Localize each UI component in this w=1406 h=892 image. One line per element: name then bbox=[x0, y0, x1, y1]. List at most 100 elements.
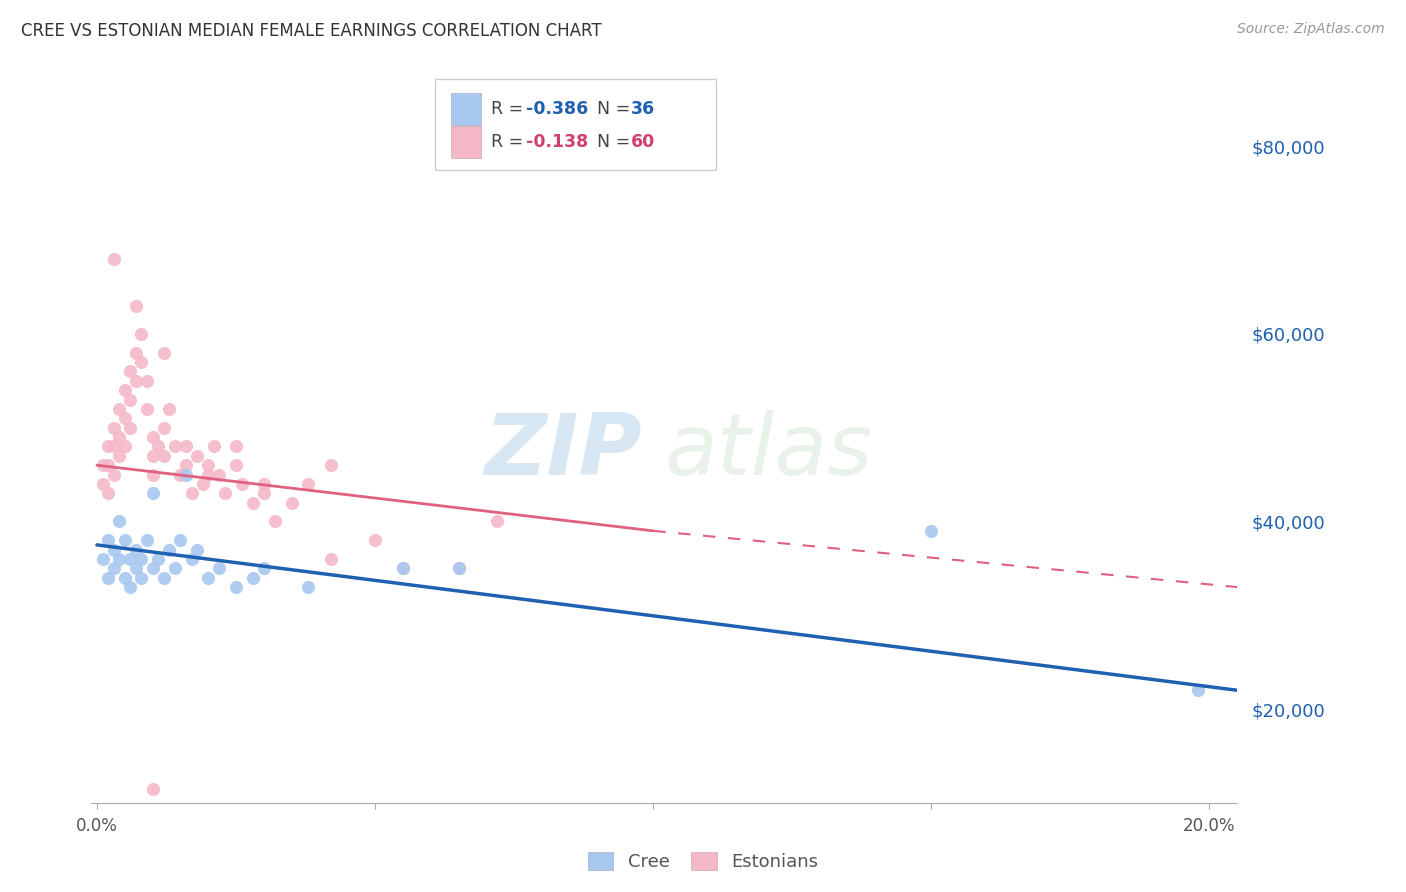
Point bbox=[297, 477, 319, 491]
Point bbox=[214, 486, 236, 500]
Point bbox=[120, 392, 142, 407]
Point bbox=[253, 486, 276, 500]
Point bbox=[91, 552, 114, 566]
Point bbox=[392, 561, 415, 575]
Point bbox=[142, 430, 165, 444]
Point bbox=[174, 458, 197, 473]
Point bbox=[108, 552, 131, 566]
Point bbox=[225, 580, 247, 594]
Point bbox=[103, 561, 125, 575]
Point bbox=[108, 401, 131, 416]
Point bbox=[97, 571, 120, 585]
Point bbox=[208, 467, 231, 482]
Point bbox=[319, 458, 342, 473]
Point bbox=[114, 383, 136, 397]
Point bbox=[253, 561, 276, 575]
Point bbox=[242, 571, 264, 585]
Point bbox=[131, 571, 153, 585]
Point bbox=[152, 449, 174, 463]
Point bbox=[191, 477, 214, 491]
Point bbox=[131, 326, 153, 341]
Point bbox=[197, 458, 219, 473]
Point bbox=[163, 440, 186, 454]
Point bbox=[186, 449, 208, 463]
Point bbox=[169, 533, 191, 548]
Text: N =: N = bbox=[586, 133, 636, 152]
Text: -0.386: -0.386 bbox=[526, 100, 588, 118]
Point bbox=[136, 401, 159, 416]
Point bbox=[142, 449, 165, 463]
Point bbox=[1187, 683, 1209, 698]
Text: R =: R = bbox=[491, 100, 529, 118]
Point bbox=[142, 561, 165, 575]
Point bbox=[186, 542, 208, 557]
Point bbox=[447, 561, 470, 575]
Point bbox=[131, 355, 153, 369]
Point bbox=[108, 449, 131, 463]
Point bbox=[486, 515, 509, 529]
Point bbox=[142, 781, 165, 796]
Point bbox=[197, 571, 219, 585]
Point bbox=[131, 552, 153, 566]
Point bbox=[125, 542, 148, 557]
Point bbox=[146, 552, 169, 566]
Point bbox=[242, 496, 264, 510]
Point bbox=[120, 364, 142, 378]
Point bbox=[392, 561, 415, 575]
Point bbox=[447, 561, 470, 575]
Point bbox=[97, 440, 120, 454]
Point bbox=[103, 420, 125, 434]
Point bbox=[174, 467, 197, 482]
Point bbox=[91, 477, 114, 491]
Point bbox=[108, 515, 131, 529]
Point bbox=[125, 299, 148, 313]
Point bbox=[142, 486, 165, 500]
FancyBboxPatch shape bbox=[451, 126, 481, 159]
Text: 60: 60 bbox=[631, 133, 655, 152]
Point bbox=[225, 458, 247, 473]
Point bbox=[319, 552, 342, 566]
Point bbox=[163, 561, 186, 575]
Point bbox=[125, 561, 148, 575]
Point bbox=[280, 496, 302, 510]
Point bbox=[152, 420, 174, 434]
Point bbox=[225, 440, 247, 454]
Point bbox=[97, 486, 120, 500]
Text: 36: 36 bbox=[631, 100, 655, 118]
Text: atlas: atlas bbox=[664, 410, 872, 493]
Point bbox=[142, 467, 165, 482]
Point bbox=[253, 810, 276, 824]
FancyBboxPatch shape bbox=[451, 93, 481, 125]
Point bbox=[97, 533, 120, 548]
Text: Source: ZipAtlas.com: Source: ZipAtlas.com bbox=[1237, 22, 1385, 37]
Point bbox=[136, 374, 159, 388]
Point bbox=[180, 486, 202, 500]
Text: R =: R = bbox=[491, 133, 529, 152]
Text: CREE VS ESTONIAN MEDIAN FEMALE EARNINGS CORRELATION CHART: CREE VS ESTONIAN MEDIAN FEMALE EARNINGS … bbox=[21, 22, 602, 40]
Point bbox=[169, 467, 191, 482]
Point bbox=[197, 467, 219, 482]
Point bbox=[120, 552, 142, 566]
Point bbox=[174, 440, 197, 454]
Point bbox=[364, 533, 387, 548]
Point bbox=[114, 411, 136, 425]
Point bbox=[253, 477, 276, 491]
Point bbox=[108, 430, 131, 444]
Point bbox=[103, 542, 125, 557]
Point bbox=[120, 580, 142, 594]
Point bbox=[91, 458, 114, 473]
Text: N =: N = bbox=[586, 100, 636, 118]
Point bbox=[152, 345, 174, 359]
Point bbox=[125, 345, 148, 359]
Point bbox=[103, 467, 125, 482]
Point bbox=[157, 542, 180, 557]
FancyBboxPatch shape bbox=[434, 78, 716, 170]
Point bbox=[103, 252, 125, 266]
Point bbox=[103, 440, 125, 454]
Point bbox=[146, 440, 169, 454]
Text: ZIP: ZIP bbox=[484, 410, 641, 493]
Point bbox=[114, 533, 136, 548]
Point bbox=[152, 571, 174, 585]
Point bbox=[231, 477, 253, 491]
Point bbox=[125, 374, 148, 388]
